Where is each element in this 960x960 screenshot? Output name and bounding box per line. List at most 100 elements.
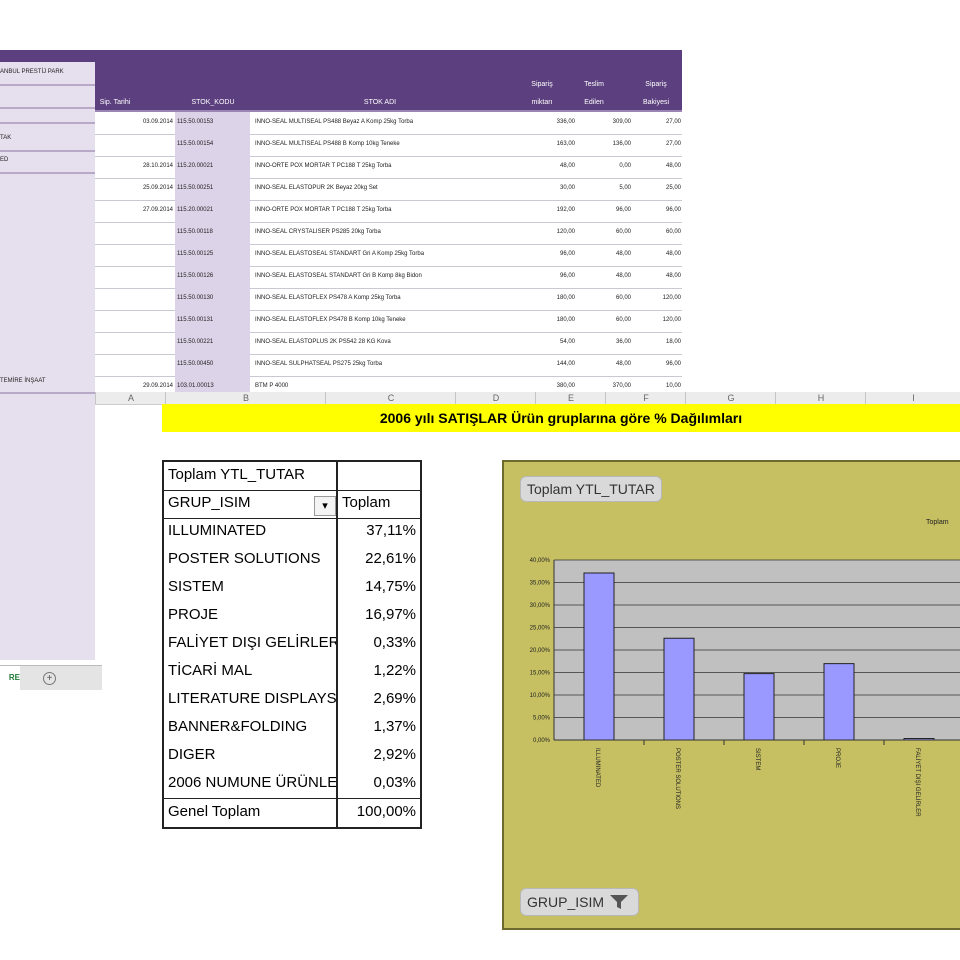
pivot-row[interactable]: PROJE 16,97% [164,606,420,632]
header-delivered[interactable]: Teslim Edilen [574,80,614,107]
header-ordered-qty[interactable]: Sipariş miktarı [522,80,562,107]
customer-column: ANBUL PRESTİJ PARK TAK ED TEMİRE İNŞAAT [0,62,95,660]
header-delivered-line2: Edilen [584,99,604,106]
pivot-row[interactable]: LITERATURE DISPLAYS 2,69% [164,690,420,716]
table-row[interactable]: 115.50.00154 INNO-SEAL MULTISEAL PS488 B … [95,134,682,157]
chart-bar[interactable] [583,572,615,741]
stock-code-text: 115.50.00125 [177,251,214,257]
pivot-row[interactable]: SISTEM 14,75% [164,578,420,604]
pivot-row-label: SISTEM [168,578,224,595]
column-header[interactable]: E [535,392,606,404]
stock-code-text: 115.50.00450 [177,361,214,367]
column-header[interactable]: H [775,392,866,404]
delivered-qty-cell: 48,00 [615,361,631,367]
x-tick-label: FALİYET DIŞI GELİRLER [914,748,921,817]
table-row[interactable]: 115.50.00450 INNO-SEAL SULPHATSEAL PS275 … [95,354,682,377]
customer-label[interactable]: TEMİRE İNŞAAT [0,378,46,384]
remaining-qty-cell: 27,00 [665,119,681,125]
pivot-total-label: Genel Toplam [168,803,261,820]
header-order-date[interactable]: Sip. Tarihi [99,99,131,106]
x-tick-label: PROJE [834,748,840,768]
pivot-value-field[interactable]: Toplam YTL_TUTAR [168,466,305,483]
table-row[interactable]: 115.50.00126 INNO-SEAL ELASTOSEAL STANDAR… [95,266,682,289]
pivot-total-row[interactable]: Genel Toplam 100,00% [164,803,420,827]
header-stock-code[interactable]: STOK_KODU [191,99,235,106]
table-row[interactable]: 28.10.2014 115.20.00021 INNO-ORTE POX MORT… [95,156,682,179]
header-remaining[interactable]: Sipariş Bakiyesi [636,80,676,107]
table-row[interactable]: 115.50.00125 INNO-SEAL ELASTOSEAL STANDAR… [95,244,682,267]
ordered-qty-cell: 180,00 [556,317,575,323]
column-header[interactable]: D [455,392,536,404]
order-date-cell: 03.09.2014 [142,119,173,125]
table-row[interactable]: 03.09.2014 115.50.00153 INNO-SEAL MULTISEA… [95,112,682,135]
group-separator [0,107,95,109]
group-separator [0,392,95,394]
pivot-table[interactable]: Toplam YTL_TUTAR GRUP_ISIM ▾ Toplam ILLU… [162,460,422,829]
pivot-row-label: ILLUMINATED [168,522,267,539]
pivot-row[interactable]: BANNER&FOLDING 1,37% [164,718,420,744]
chart-bar[interactable] [663,637,695,741]
delivered-qty-cell: 60,00 [615,317,631,323]
pivot-row[interactable]: TİCARİ MAL 1,22% [164,662,420,688]
chart-axis-field-button[interactable]: GRUP_ISIM [520,888,640,916]
add-sheet-button[interactable]: + [43,672,56,685]
sheet-tab-active[interactable]: RE [0,666,20,690]
ordered-qty-cell: 380,00 [556,383,575,389]
remaining-qty-cell: 96,00 [665,361,681,367]
pivot-row[interactable]: POSTER SOLUTIONS 22,61% [164,550,420,576]
column-header[interactable]: G [685,392,776,404]
stock-code-cell: 115.50.00131 [175,310,250,332]
group-separator [0,150,95,152]
stock-code-cell: 115.50.00153 [175,112,250,134]
pivot-row[interactable]: DIGER 2,92% [164,746,420,772]
filter-icon[interactable]: ▾ [314,496,336,516]
stock-code-text: 115.50.00131 [177,317,214,323]
stock-code-text: 115.50.00154 [177,141,214,147]
column-header[interactable]: C [325,392,456,404]
pivot-header-row: GRUP_ISIM ▾ Toplam [164,494,420,518]
header-remaining-line2: Bakiyesi [642,99,670,106]
customer-label[interactable]: ANBUL PRESTİJ PARK [0,69,64,75]
pivot-value-header[interactable]: Toplam [342,494,391,511]
pivot-row-field[interactable]: GRUP_ISIM [168,494,251,511]
pivot-chart[interactable]: 0,00% 5,00% 10,00% 15,00% 20,00% 25,00% 30,00%… [502,460,960,930]
pivot-row[interactable]: 2006 NUMUNE ÜRÜNLERİ 0,03% [164,774,420,800]
table-row[interactable]: 115.50.00131 INNO-SEAL ELASTOFLEX PS478 B… [95,310,682,333]
column-header[interactable]: F [605,392,686,404]
table-row[interactable]: 115.50.00118 INNO-SEAL CRYSTALISER PS285 … [95,222,682,245]
pivot-row-value: 1,37% [373,718,416,735]
remaining-qty-cell: 120,00 [662,317,681,323]
remaining-qty-cell: 48,00 [665,163,681,169]
table-row[interactable]: 115.50.00130 INNO-SEAL ELASTOFLEX PS478 A… [95,288,682,311]
pivot-row[interactable]: FALİYET DIŞI GELİRLER 0,33% [164,634,420,660]
table-row[interactable]: 27.09.2014 115.20.00021 INNO-ORTE POX MORT… [95,200,682,223]
customer-label[interactable]: TAK [0,135,12,141]
ordered-qty-cell: 30,00 [559,185,575,191]
pivot-row[interactable]: ILLUMINATED 37,11% [164,522,420,548]
x-tick-label: ILLUMINATED [594,748,600,788]
stock-code-text: 115.20.00021 [177,207,214,213]
chart-axis-field-label: GRUP_ISIM [527,894,605,910]
stock-code-text: 115.50.00153 [177,119,214,125]
customer-label[interactable]: ED [0,157,9,163]
column-header[interactable]: A [95,392,166,404]
table-header: Sip. Tarihi STOK_KODU STOK ADI Sipariş m… [0,50,682,110]
remaining-qty-cell: 96,00 [665,207,681,213]
column-header[interactable]: B [165,392,326,404]
stock-name-cell: INNO-ORTE POX MORTAR T PC188 T 25kg Torb… [255,207,392,213]
y-tick-label: 35,00% [530,581,551,587]
header-ordered-line2: miktarı [531,99,553,106]
table-row[interactable]: 25.09.2014 115.50.00251 INNO-SEAL ELASTOPU… [95,178,682,201]
chart-bar[interactable] [743,673,775,741]
delivered-qty-cell: 5,00 [619,185,631,191]
stock-code-cell: 115.50.00126 [175,266,250,288]
ordered-qty-cell: 163,00 [556,141,575,147]
header-stock-name[interactable]: STOK ADI [363,99,397,106]
pivot-total-value: 100,00% [356,803,416,820]
chart-value-field-button[interactable]: Toplam YTL_TUTAR [520,476,662,502]
column-header[interactable]: I [865,392,960,404]
chart-bar[interactable] [823,663,855,741]
table-row[interactable]: 115.50.00221 INNO-SEAL ELASTOPLUS 2K PS54… [95,332,682,355]
header-ordered-line1: Sipariş [531,81,553,88]
remaining-qty-cell: 48,00 [665,273,681,279]
